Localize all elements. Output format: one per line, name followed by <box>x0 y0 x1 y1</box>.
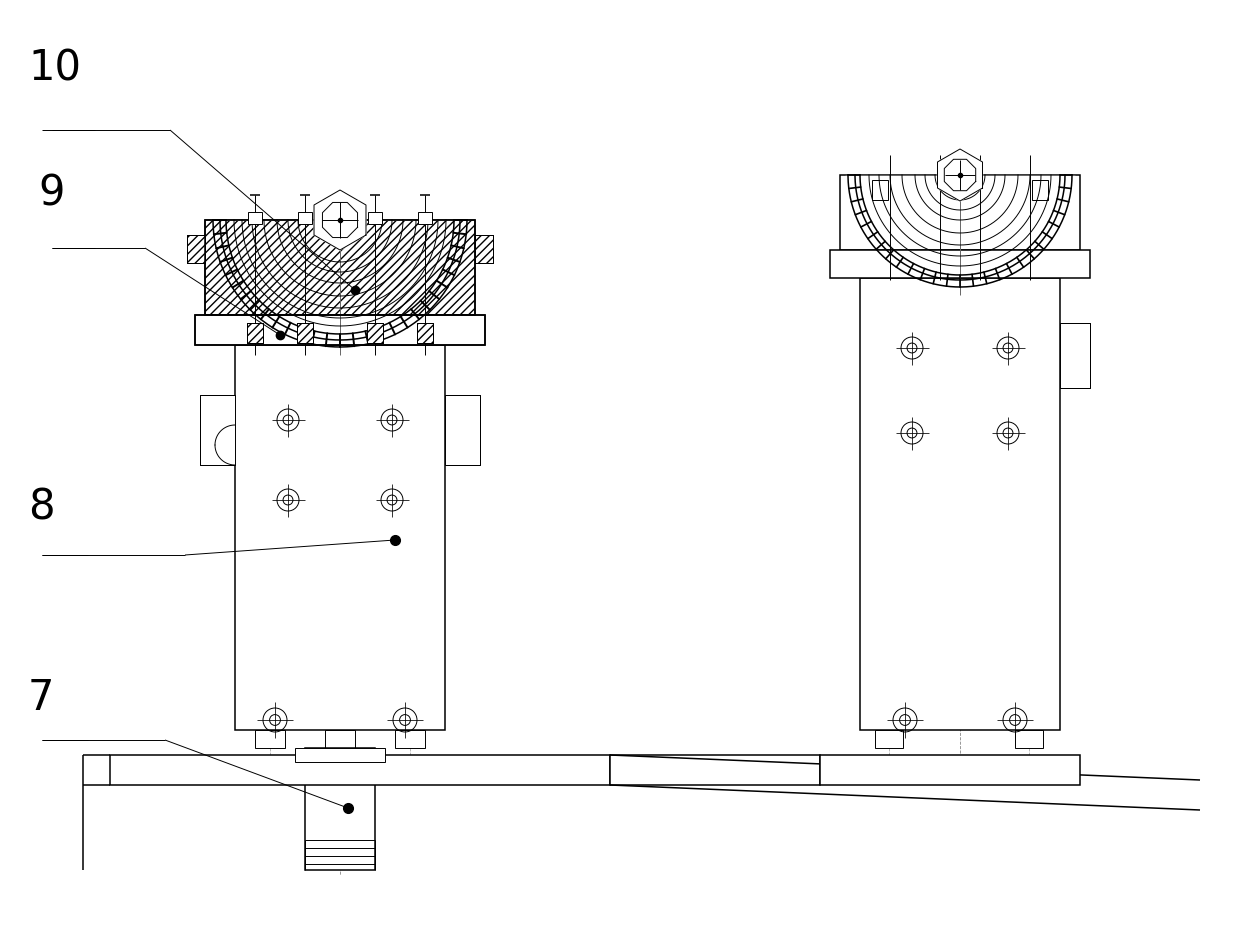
Text: 10: 10 <box>29 47 81 89</box>
Bar <box>1016 730 1043 748</box>
Bar <box>861 278 1060 730</box>
Polygon shape <box>937 149 982 201</box>
Bar <box>445 395 480 465</box>
Bar <box>298 323 312 343</box>
Bar <box>187 235 205 263</box>
Bar <box>820 755 1080 785</box>
Bar <box>1032 180 1048 200</box>
Polygon shape <box>314 190 366 250</box>
Bar <box>298 212 312 224</box>
Bar <box>110 755 610 785</box>
Bar <box>418 212 432 224</box>
Bar <box>839 175 1080 250</box>
Bar <box>248 212 262 224</box>
Text: 7: 7 <box>29 677 55 719</box>
Bar <box>205 220 475 315</box>
Bar <box>298 323 312 343</box>
Bar <box>830 250 1090 278</box>
Bar <box>417 323 433 343</box>
Bar <box>417 323 433 343</box>
Bar <box>187 235 205 263</box>
Text: 8: 8 <box>29 487 55 529</box>
Bar <box>305 748 374 870</box>
Bar <box>247 323 263 343</box>
Bar <box>295 748 384 762</box>
Bar <box>872 180 888 200</box>
Bar <box>195 315 485 345</box>
Bar <box>610 755 820 785</box>
Bar <box>396 730 425 748</box>
Bar <box>205 220 475 315</box>
Bar <box>325 730 355 748</box>
Bar <box>236 345 445 730</box>
Bar <box>367 323 383 343</box>
Bar <box>195 315 485 345</box>
Bar <box>255 730 285 748</box>
Bar <box>368 212 382 224</box>
Bar <box>475 235 494 263</box>
Bar <box>200 395 236 465</box>
Text: 9: 9 <box>38 172 64 214</box>
Polygon shape <box>322 202 357 237</box>
Polygon shape <box>945 159 976 191</box>
Bar <box>247 323 263 343</box>
Bar <box>367 323 383 343</box>
Bar <box>475 235 494 263</box>
Bar <box>1060 323 1090 388</box>
Bar <box>875 730 903 748</box>
